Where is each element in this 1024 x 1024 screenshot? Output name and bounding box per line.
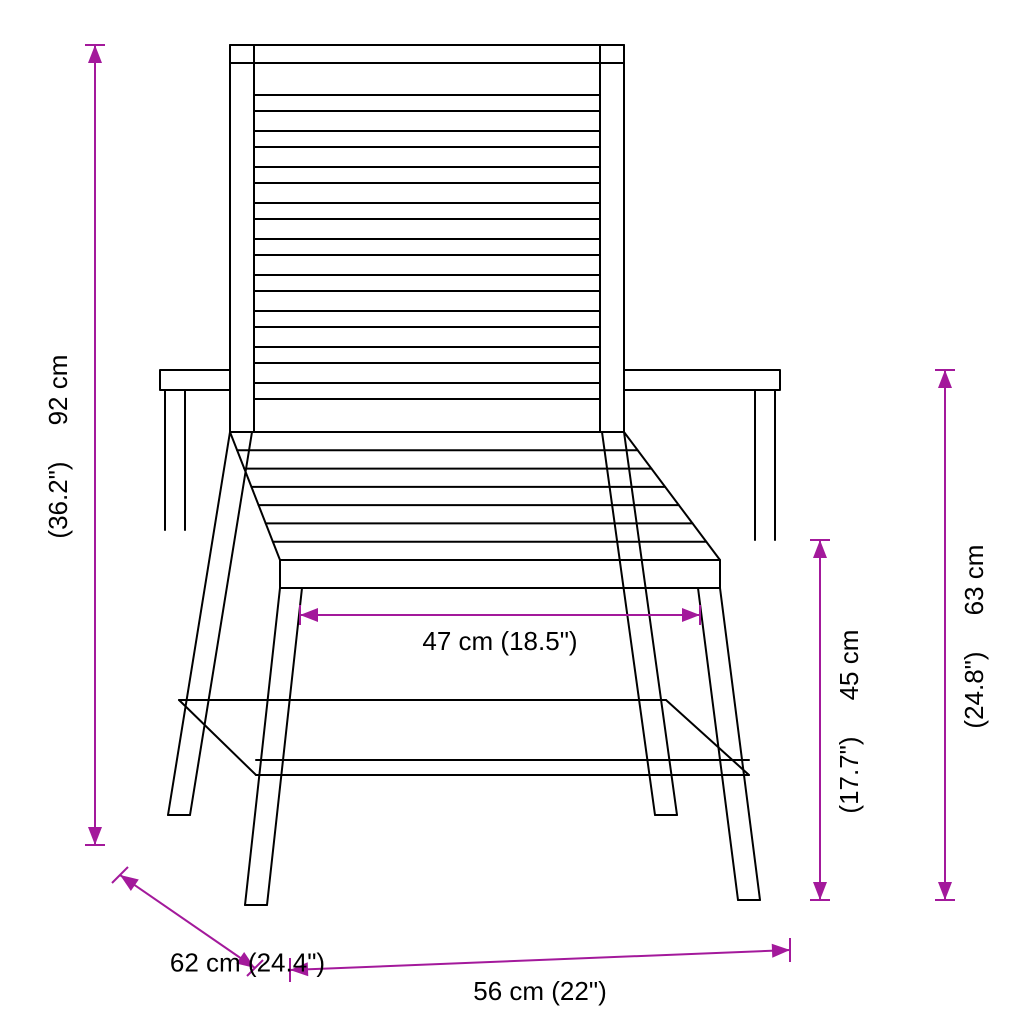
svg-text:(36.2"): (36.2")	[43, 461, 73, 538]
svg-text:63 cm: 63 cm	[959, 545, 989, 616]
svg-text:47 cm (18.5"): 47 cm (18.5")	[422, 626, 577, 656]
svg-text:62 cm (24.4"): 62 cm (24.4")	[170, 948, 325, 978]
svg-text:(17.7"): (17.7")	[834, 736, 864, 813]
svg-text:45 cm: 45 cm	[834, 630, 864, 701]
svg-text:(24.8"): (24.8")	[959, 651, 989, 728]
svg-text:92 cm: 92 cm	[43, 355, 73, 426]
chair-drawing	[160, 45, 780, 905]
svg-text:56 cm (22"): 56 cm (22")	[473, 976, 607, 1006]
